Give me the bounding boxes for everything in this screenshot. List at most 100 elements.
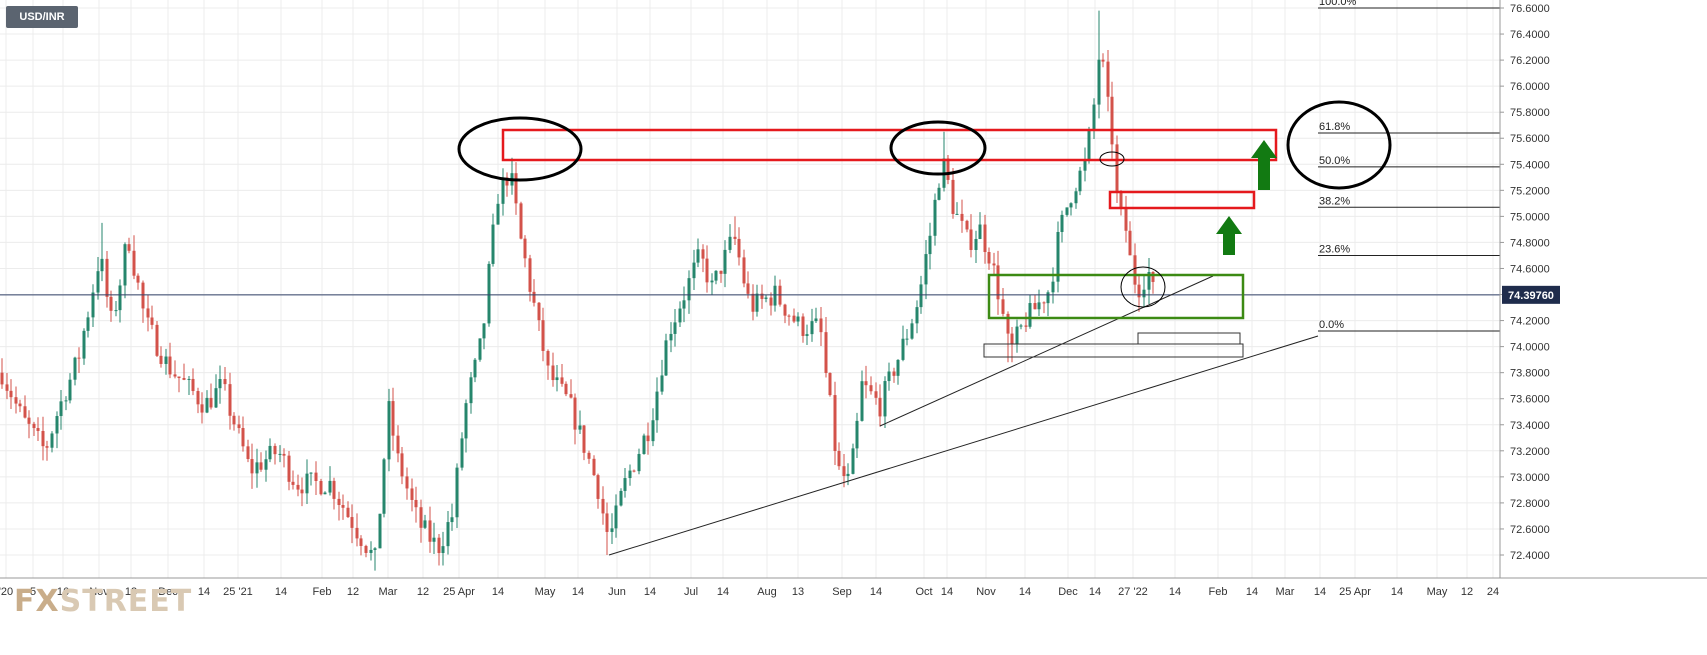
candle-body bbox=[73, 357, 77, 380]
candle-body bbox=[491, 224, 495, 264]
candle-body bbox=[68, 379, 72, 401]
candle-body bbox=[828, 372, 832, 396]
candle-body bbox=[332, 480, 336, 499]
candle-body bbox=[919, 284, 923, 308]
watermark-part2: STREET bbox=[59, 584, 193, 619]
swing-high-circle-2 bbox=[889, 120, 987, 176]
candle-body bbox=[287, 455, 291, 482]
candle-body bbox=[582, 425, 586, 453]
candle-body bbox=[1137, 284, 1141, 298]
support-box-upper bbox=[1137, 332, 1241, 345]
candle-body bbox=[168, 356, 172, 375]
y-tick-label: 74.6000 bbox=[1510, 263, 1550, 275]
candle-body bbox=[610, 528, 614, 532]
candle-body bbox=[250, 459, 254, 474]
x-tick-label: 24 bbox=[1487, 586, 1499, 598]
candle-body bbox=[728, 236, 732, 250]
candle-body bbox=[14, 397, 18, 404]
candle-body bbox=[36, 428, 40, 431]
candle-body bbox=[974, 238, 978, 250]
small-circle-marker bbox=[1099, 151, 1125, 167]
candle-body bbox=[801, 316, 805, 336]
fxstreet-watermark: FXSTREET bbox=[14, 584, 192, 619]
x-tick-label: Jul bbox=[684, 586, 698, 598]
y-tick-label: 76.2000 bbox=[1510, 55, 1550, 67]
candle-body bbox=[0, 372, 4, 385]
candle-body bbox=[1133, 255, 1137, 285]
y-tick-label: 72.8000 bbox=[1510, 498, 1550, 510]
y-tick-label: 76.0000 bbox=[1510, 81, 1550, 93]
candle-body bbox=[423, 520, 427, 528]
x-tick-label: 25 Apr bbox=[1339, 586, 1371, 598]
candle-body bbox=[1024, 325, 1028, 327]
candle-body bbox=[255, 462, 259, 474]
candle-body bbox=[719, 270, 723, 274]
candle-body bbox=[855, 420, 859, 449]
candle-body bbox=[810, 321, 814, 335]
candle-body bbox=[605, 513, 609, 532]
candle-body bbox=[246, 446, 250, 460]
y-tick-label: 75.0000 bbox=[1510, 211, 1550, 223]
y-tick-label: 75.8000 bbox=[1510, 107, 1550, 119]
candle-body bbox=[136, 275, 140, 283]
candle-body bbox=[223, 379, 227, 385]
candle-body bbox=[96, 271, 100, 293]
x-tick-label: Oct bbox=[915, 586, 932, 598]
fib-level-label: 50.0% bbox=[1319, 155, 1350, 167]
y-tick-label: 73.8000 bbox=[1510, 368, 1550, 380]
symbol-label: USD/INR bbox=[6, 6, 78, 28]
fib-level-label: 38.2% bbox=[1319, 195, 1350, 207]
candle-body bbox=[100, 258, 104, 272]
x-tick-label: 14 bbox=[492, 586, 504, 598]
x-tick-label: Nov bbox=[89, 586, 109, 598]
candle-body bbox=[187, 378, 191, 380]
candle-body bbox=[241, 428, 245, 447]
candle-body bbox=[528, 258, 532, 292]
y-tick-label: 75.4000 bbox=[1510, 159, 1550, 171]
candle-body bbox=[1083, 159, 1087, 171]
candle-body bbox=[1124, 207, 1128, 231]
candle-body bbox=[564, 383, 568, 395]
candle-body bbox=[514, 173, 518, 204]
candle-body bbox=[464, 403, 468, 439]
candle-body bbox=[350, 517, 354, 528]
current-price-tag: 74.39760 bbox=[1502, 285, 1560, 304]
candle-body bbox=[487, 263, 491, 324]
candle-body bbox=[723, 249, 727, 274]
candle-body bbox=[773, 285, 777, 306]
candle-body bbox=[41, 430, 45, 447]
candle-body bbox=[596, 475, 600, 499]
candle-body bbox=[346, 507, 350, 518]
candle-body bbox=[1119, 192, 1123, 208]
x-tick-label: Nov bbox=[976, 586, 996, 598]
candle-body bbox=[177, 376, 181, 379]
candle-body bbox=[1074, 191, 1078, 204]
candle-body bbox=[587, 452, 591, 459]
candle-body bbox=[664, 340, 668, 376]
candle-body bbox=[601, 498, 605, 514]
candle-body bbox=[82, 330, 86, 359]
candle-body bbox=[378, 513, 382, 549]
candle-body bbox=[455, 467, 459, 518]
plot-area bbox=[0, 0, 1500, 578]
candle-body bbox=[446, 522, 450, 547]
candle-body bbox=[764, 297, 768, 299]
candle-body bbox=[1106, 61, 1110, 97]
candle-body bbox=[132, 250, 136, 276]
candle-body bbox=[1115, 144, 1119, 193]
fib-zone-circle bbox=[1286, 100, 1392, 190]
candle-body bbox=[937, 187, 941, 200]
watermark-part1: FX bbox=[14, 584, 60, 619]
candle-body bbox=[619, 490, 623, 506]
candle-body bbox=[441, 546, 445, 554]
candle-body bbox=[410, 488, 414, 500]
candle-body bbox=[437, 537, 441, 554]
candle-body bbox=[705, 258, 709, 283]
x-tick-label: 12 bbox=[417, 586, 429, 598]
candle-body bbox=[687, 278, 691, 301]
candle-body bbox=[983, 224, 987, 253]
candle-body bbox=[27, 417, 31, 424]
candle-body bbox=[45, 446, 49, 448]
candle-body bbox=[1033, 303, 1037, 310]
candle-body bbox=[965, 220, 969, 230]
